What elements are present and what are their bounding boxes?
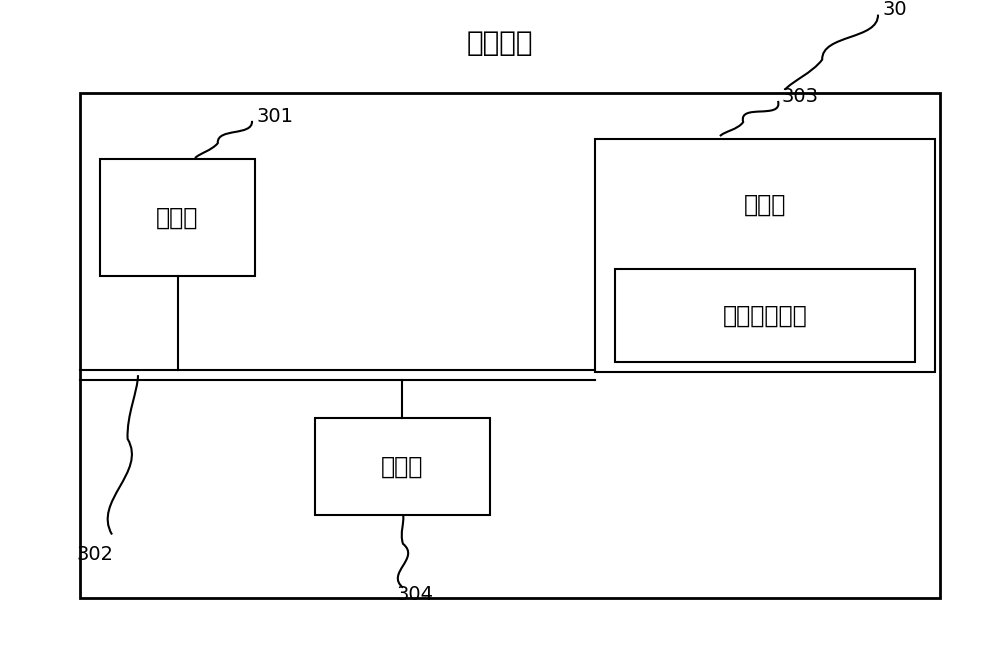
Text: 收发器: 收发器 <box>381 454 424 479</box>
Text: 处理器: 处理器 <box>156 205 199 230</box>
Text: 301: 301 <box>256 107 294 125</box>
Bar <box>100 159 255 276</box>
Bar <box>595 139 935 372</box>
Text: 302: 302 <box>76 545 114 564</box>
Text: 303: 303 <box>782 87 818 106</box>
Text: 304: 304 <box>396 585 434 604</box>
Bar <box>615 269 915 362</box>
Text: 应用程序代码: 应用程序代码 <box>723 303 807 327</box>
Text: 电子设备: 电子设备 <box>467 29 533 57</box>
Bar <box>80 93 940 598</box>
Bar <box>315 418 490 515</box>
Text: 30: 30 <box>883 1 907 19</box>
Text: 存储器: 存储器 <box>744 193 786 216</box>
